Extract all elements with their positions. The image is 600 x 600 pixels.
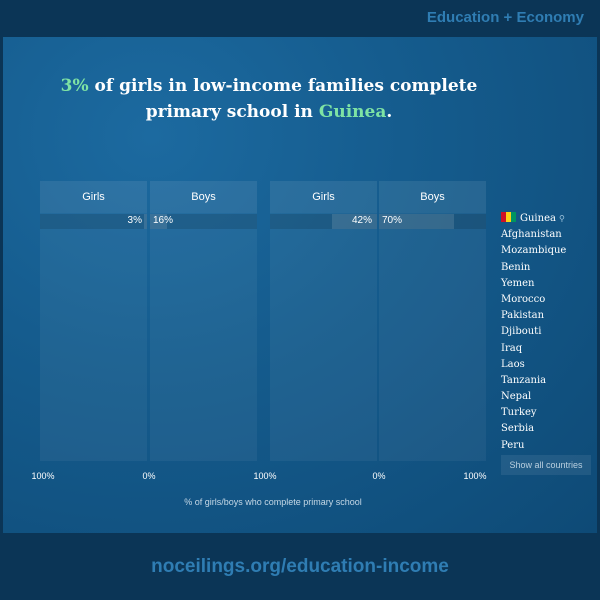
- country-label: Tanzania: [501, 374, 547, 386]
- country-item-afghanistan[interactable]: Afghanistan: [501, 227, 591, 243]
- country-label: Pakistan: [501, 310, 545, 322]
- axis-tick-label: 0%: [372, 471, 386, 481]
- bar-girls: [332, 214, 377, 229]
- axis-tick-label: 0%: [142, 471, 156, 481]
- location-pin-icon: ⚲: [558, 214, 565, 223]
- bar-row: 3%: [40, 214, 147, 229]
- country-item-peru[interactable]: Peru: [501, 438, 591, 454]
- country-list: Guinea ⚲ Afghanistan Mozambique Benin Yemen Mo…: [501, 211, 591, 454]
- footer-url[interactable]: noceilings.org/education-income: [151, 556, 449, 577]
- chart-panel: 3% of girls in low-income families compl…: [3, 37, 597, 533]
- country-label: Iraq: [501, 342, 523, 354]
- country-label: Benin: [501, 261, 531, 273]
- country-label: Nepal: [501, 391, 532, 403]
- top-bar: Education + Economy: [0, 0, 600, 36]
- axis-tick-label: 100%: [253, 471, 277, 481]
- headline-text: of girls in low-income families complete…: [88, 76, 478, 122]
- chart-column-boys-2: Boys 70%: [379, 181, 486, 461]
- country-item-benin[interactable]: Benin: [501, 260, 591, 276]
- bar-value-label: 70%: [382, 215, 403, 226]
- column-header: Boys: [379, 181, 486, 213]
- bar-row: 42%: [270, 214, 377, 229]
- chart-column-boys-1: Boys 16%: [150, 181, 257, 461]
- country-label: Laos: [501, 358, 525, 370]
- country-item-mozambique[interactable]: Mozambique: [501, 243, 591, 259]
- column-header: Girls: [40, 181, 147, 213]
- headline-percent: 3%: [60, 76, 89, 96]
- country-label: Yemen: [501, 277, 535, 289]
- bar-girls: [143, 214, 147, 229]
- country-item-pakistan[interactable]: Pakistan: [501, 308, 591, 324]
- bar-boys: [150, 214, 168, 229]
- country-item-djibouti[interactable]: Djibouti: [501, 324, 591, 340]
- bar-value-label: 3%: [127, 215, 142, 226]
- country-label: Djibouti: [501, 326, 542, 338]
- headline-country: Guinea: [318, 102, 387, 122]
- chart-column-girls-2: Girls 42%: [270, 181, 377, 461]
- country-item-turkey[interactable]: Turkey: [501, 405, 591, 421]
- column-header: Girls: [270, 181, 377, 213]
- country-label: Morocco: [501, 293, 546, 305]
- country-item-tanzania[interactable]: Tanzania: [501, 373, 591, 389]
- show-all-countries-button[interactable]: Show all countries: [501, 455, 591, 475]
- country-label: Mozambique: [501, 245, 567, 257]
- country-item-iraq[interactable]: Iraq: [501, 341, 591, 357]
- country-item-yemen[interactable]: Yemen: [501, 276, 591, 292]
- axis-tick-label: 100%: [31, 471, 55, 481]
- bar-boys: [379, 214, 454, 229]
- country-item-serbia[interactable]: Serbia: [501, 421, 591, 437]
- country-item-laos[interactable]: Laos: [501, 357, 591, 373]
- bar-value-label: 16%: [153, 215, 174, 226]
- country-item-nepal[interactable]: Nepal: [501, 389, 591, 405]
- country-label: Peru: [501, 439, 525, 451]
- bar-row: 70%: [379, 214, 486, 229]
- country-label: Afghanistan: [501, 229, 562, 241]
- headline-period: .: [386, 102, 393, 122]
- x-axis-label: % of girls/boys who complete primary sch…: [184, 497, 362, 507]
- category-label: Education + Economy: [426, 9, 584, 26]
- column-header: Boys: [150, 181, 257, 213]
- country-item-morocco[interactable]: Morocco: [501, 292, 591, 308]
- chart-column-girls-1: Girls 3%: [40, 181, 147, 461]
- guinea-flag-icon: [501, 212, 516, 222]
- axis-tick-label: 100%: [463, 471, 487, 481]
- country-label: Guinea: [520, 213, 556, 224]
- headline: 3% of girls in low-income families compl…: [43, 73, 495, 125]
- country-label: Turkey: [501, 407, 537, 419]
- bar-row: 16%: [150, 214, 257, 229]
- country-item-guinea[interactable]: Guinea ⚲: [501, 211, 591, 227]
- country-label: Serbia: [501, 423, 535, 435]
- bar-value-label: 42%: [351, 215, 372, 226]
